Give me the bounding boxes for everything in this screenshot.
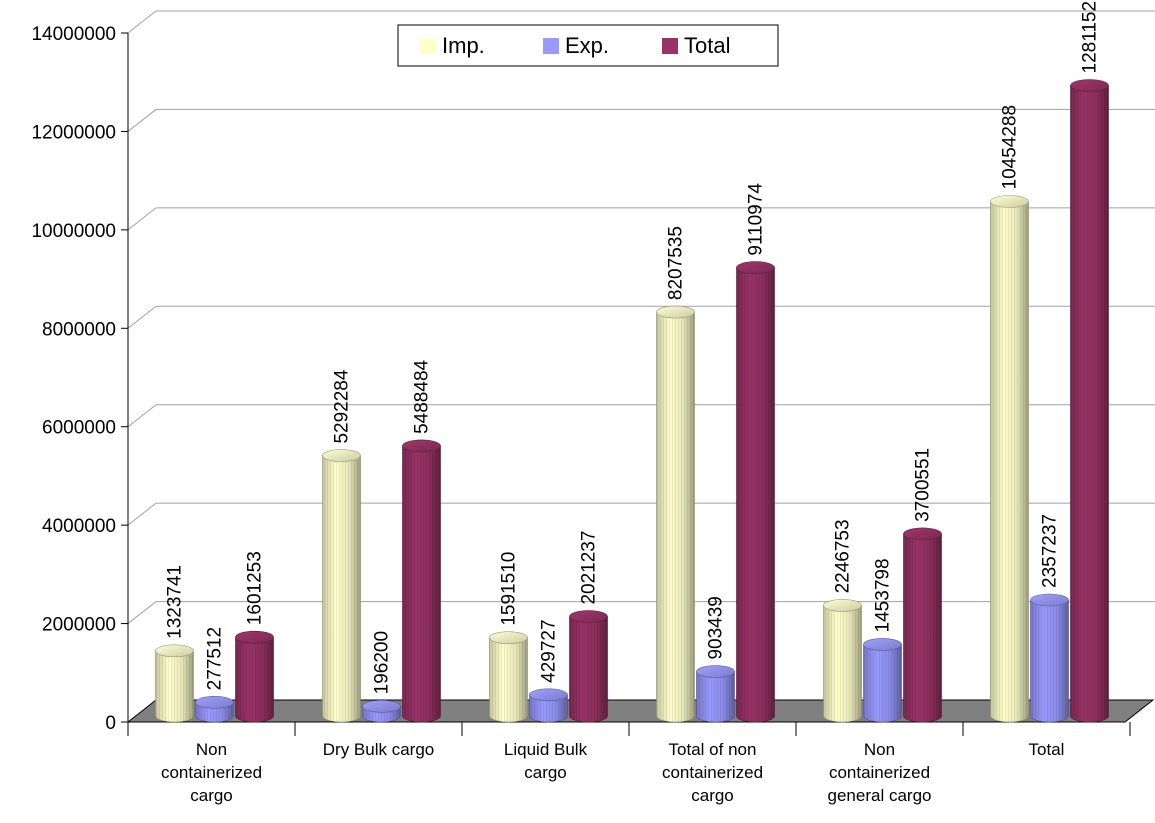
bar-exp [362, 700, 401, 723]
bar-imp [322, 449, 361, 723]
legend-swatch [543, 38, 559, 54]
gridline-diag [127, 305, 157, 329]
y-tick-label: 14000000 [31, 24, 116, 45]
legend-box [397, 24, 779, 67]
bar-total [569, 610, 608, 723]
bar-exp [696, 665, 735, 723]
bar-imp [990, 195, 1029, 723]
data-label: 429727 [539, 619, 560, 682]
x-category-label: Non containerized cargo [160, 740, 263, 805]
bar-imp [155, 644, 194, 723]
y-tick-label: 6000000 [42, 418, 116, 439]
legend-label: Total [684, 33, 730, 58]
data-label: 8207535 [666, 226, 687, 300]
bar-total [736, 261, 775, 723]
data-label: 196200 [372, 631, 393, 694]
bar-imp [823, 599, 862, 723]
bar-exp [195, 696, 234, 723]
data-label: 1323741 [165, 565, 186, 639]
data-label: 5488484 [412, 359, 433, 433]
data-label: 2357237 [1040, 514, 1061, 588]
bar-total [1070, 79, 1109, 723]
x-category-label: Total of non containerized cargo [661, 740, 764, 805]
data-label: 9110974 [746, 183, 767, 256]
y-tick-label: 4000000 [42, 516, 116, 537]
x-category-label: Total [1028, 740, 1065, 759]
bar-exp [529, 688, 568, 723]
bar-total [903, 527, 942, 723]
data-label: 1601253 [245, 551, 266, 625]
y-tick-label: 12000000 [31, 122, 116, 143]
bar-exp [863, 638, 902, 723]
bar-imp [656, 305, 695, 723]
y-tick-label: 2000000 [42, 615, 116, 636]
gridline-diag [127, 502, 157, 526]
data-label: 12811525 [1080, 0, 1101, 73]
gridline-diag [127, 10, 157, 34]
legend-swatch [662, 38, 678, 54]
y-tick-label: 8000000 [42, 319, 116, 340]
gridline-diag [127, 601, 157, 624]
data-label: 1591510 [499, 552, 520, 626]
legend-swatch [420, 38, 436, 54]
data-label: 903439 [706, 596, 727, 659]
y-tick-label: 10000000 [31, 221, 116, 242]
gridline-diag [127, 109, 157, 132]
bar-total [402, 439, 441, 723]
x-category-label: Dry Bulk cargo [322, 740, 435, 759]
gridline-diag [127, 207, 157, 231]
bar-exp [1030, 593, 1069, 723]
bar-imp [489, 631, 528, 723]
y-tick-label: 0 [105, 713, 116, 734]
gridline-diag [127, 404, 157, 428]
legend-label: Imp. [442, 33, 485, 58]
data-label: 2021237 [579, 531, 600, 605]
data-label: 277512 [205, 627, 226, 690]
bar-total [235, 630, 274, 723]
data-label: 2246753 [833, 519, 854, 593]
data-label: 5292284 [332, 369, 353, 443]
data-label: 3700551 [913, 448, 934, 522]
data-label: 1453798 [873, 558, 894, 632]
x-category-label: Non containerized general cargo [827, 740, 932, 805]
x-category-label: Liquid Bulk cargo [503, 740, 588, 782]
legend-label: Exp. [565, 33, 609, 58]
data-label: 10454288 [1000, 105, 1021, 190]
